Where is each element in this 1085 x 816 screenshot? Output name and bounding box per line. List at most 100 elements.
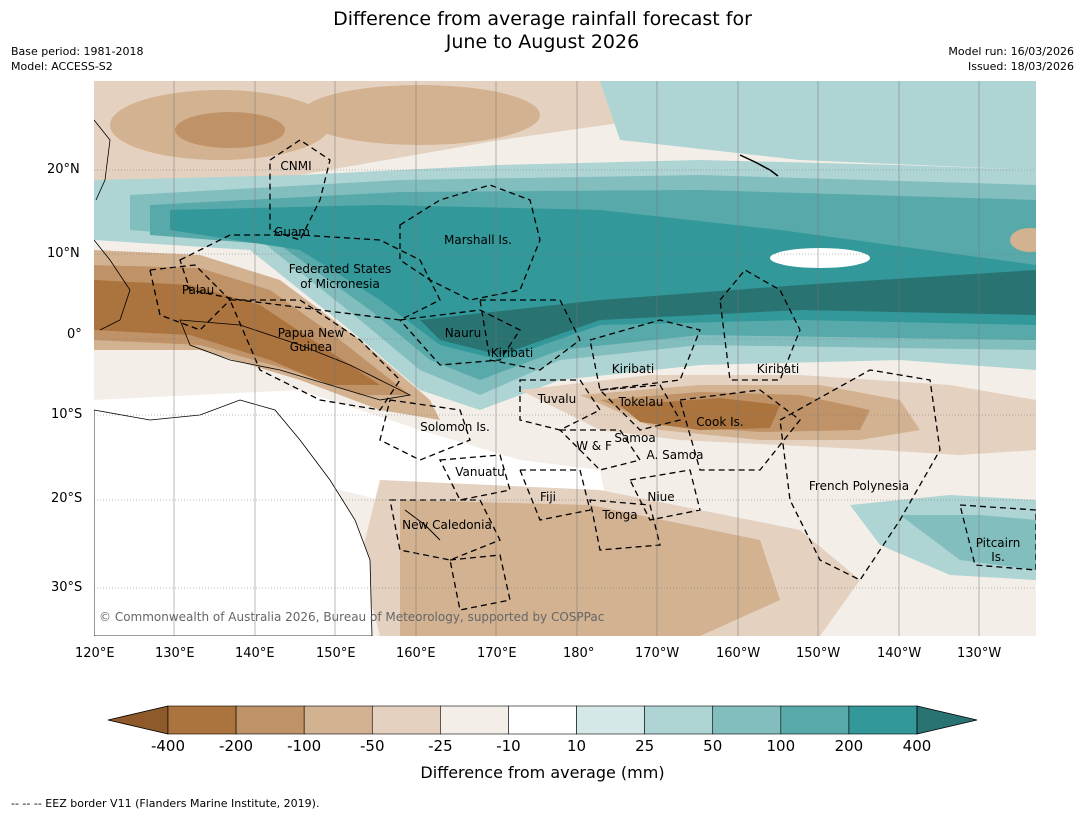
lon-tick-180: 180° [563,646,595,661]
eez-kiribati-central [589,319,701,391]
label-kiribati-west: Kiribati [491,346,533,360]
colorbar-tick: -10 [496,737,521,755]
label-pitcairn-2: Is. [991,550,1005,564]
australia-land [94,399,373,636]
hawaii-islands [739,154,779,177]
colorbar-tick: 200 [834,737,864,755]
eez-pitcairn [959,504,1036,571]
eez-png [229,299,401,411]
model-run: Model run: 16/03/2026 [948,45,1074,58]
eez-cnmi [269,139,331,241]
neutral-streak [770,248,870,268]
new-guinea-coast [179,319,412,401]
wet-belt-core [420,270,1036,355]
label-tokelau: Tokelau [618,395,664,409]
title-line-2: June to August 2026 [445,31,640,53]
cook-dry-core [620,398,780,430]
lon-tick-170e: 170°E [477,646,517,661]
label-tuvalu: Tuvalu [537,392,577,406]
colorbar-box [576,705,645,735]
eez-palau [149,264,231,331]
eez-borders [149,139,1036,611]
colorbar-tick: 10 [566,737,587,755]
eez-nauru [398,309,521,366]
label-wallis-futuna: W & F [576,439,612,453]
colorbar-box [848,705,918,735]
meta-left: Base period: 1981-2018 Model: ACCESS-S2 [11,44,143,74]
colorbar-box [508,705,577,735]
eez-new-caledonia [389,499,501,561]
lat-tick-10n: 10°N [47,246,80,261]
base-period: Base period: 1981-2018 [11,45,144,58]
label-pitcairn-1: Pitcairn [976,536,1021,550]
colorbar-extend-high [916,705,978,735]
north-dry-core-2 [300,85,540,145]
new-caledonia-island [404,509,441,541]
map-field: CNMI Guam Marshall Is. Federated States … [94,81,1036,636]
dry-spot-ne [1010,228,1036,252]
lon-tick-170w: 170°W [635,646,680,661]
label-vanuatu: Vanuatu [455,465,505,479]
eez-fiji [519,469,591,521]
label-png-2: Guinea [290,340,333,354]
issued-date: Issued: 18/03/2026 [967,60,1074,73]
eez-french-polynesia [779,369,941,581]
region-labels: CNMI Guam Marshall Is. Federated States … [182,159,1020,564]
eez-niue [629,469,701,521]
eez-norfolk [449,554,511,611]
gridlines [94,81,1036,636]
colorbar-box [235,705,305,735]
label-french-polynesia: French Polynesia [809,479,909,493]
colorbar-box [440,705,509,735]
lat-tick-20n: 20°N [47,162,80,177]
lon-tick-140w: 140°W [877,646,922,661]
eez-tonga [589,499,661,551]
rainfall-map: CNMI Guam Marshall Is. Federated States … [94,81,1036,636]
colorbar-tick: 400 [902,737,932,755]
lat-tick-20s: 20°S [51,491,83,506]
lon-tick-150e: 150°E [316,646,356,661]
lon-tick-150w: 150°W [796,646,841,661]
copyright-text: © Commonwealth of Australia 2026, Bureau… [99,610,604,624]
eez-cook [679,389,801,471]
meta-right: Model run: 16/03/2026 Issued: 18/03/2026 [948,44,1074,74]
label-palau: Palau [182,283,214,297]
label-new-caledonia: New Caledonia [402,518,492,532]
label-cnmi: CNMI [280,159,311,173]
label-marshall: Marshall Is. [444,233,512,247]
label-samoa: Samoa [614,431,655,445]
lon-tick-140e: 140°E [235,646,275,661]
colorbar-box [780,705,850,735]
colorbar-box [712,705,782,735]
asia-coast [94,239,131,331]
colorbar [107,705,978,735]
se-wet-core [900,515,1036,570]
label-niue: Niue [647,490,674,504]
colorbar-tick: 25 [635,737,655,755]
colorbar-tick: -400 [150,737,186,755]
lon-tick-130w: 130°W [957,646,1002,661]
colorbar-label: Difference from average (mm) [420,763,665,782]
eez-tuvalu [519,379,601,431]
colorbar-tick: -50 [360,737,385,755]
colorbar-extend-low [107,705,169,735]
lat-tick-0: 0° [67,327,82,342]
lat-tick-10s: 10°S [51,407,83,422]
colorbar-box [371,705,441,735]
lon-tick-130e: 130°E [155,646,195,661]
label-nauru: Nauru [445,326,481,340]
label-fiji: Fiji [540,490,556,504]
colorbar-tick: -200 [219,737,254,755]
label-american-samoa: A. Samoa [647,448,704,462]
eez-marshall [399,184,541,301]
colorbar-tick: -25 [428,737,453,755]
asia-coast-north [94,119,111,201]
colorbar-tick: 100 [766,737,796,755]
lon-tick-160e: 160°E [396,646,436,661]
map-title: Difference from average rainfall forecas… [0,8,1085,54]
label-fsm-1: Federated States [289,262,391,276]
colorbar-box [303,705,373,735]
eez-footnote: -- -- -- EEZ border V11 (Flanders Marine… [11,797,320,810]
label-fsm-2: of Micronesia [300,277,380,291]
eez-tokelau [598,384,681,431]
